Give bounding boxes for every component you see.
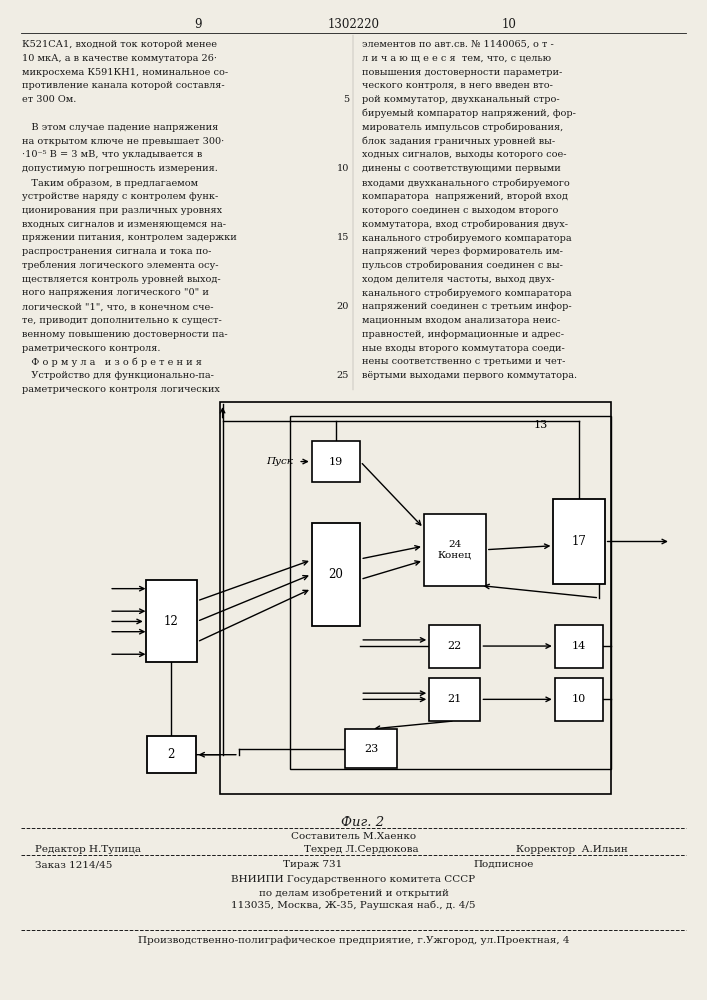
Text: 20: 20 bbox=[337, 302, 349, 311]
Text: л и ч а ю щ е е с я  тем, что, с целью: л и ч а ю щ е е с я тем, что, с целью bbox=[362, 54, 551, 63]
Text: противление канала которой составля-: противление канала которой составля- bbox=[22, 81, 225, 90]
Text: венному повышению достоверности па-: венному повышению достоверности па- bbox=[22, 330, 228, 339]
Text: по делам изобретений и открытий: по делам изобретений и открытий bbox=[259, 888, 448, 898]
Bar bbox=[346, 729, 397, 768]
Text: 12: 12 bbox=[164, 615, 179, 628]
Text: напряжений соединен с третьим инфор-: напряжений соединен с третьим инфор- bbox=[362, 302, 572, 311]
Text: 9: 9 bbox=[194, 18, 201, 31]
Text: 24
Конец: 24 Конец bbox=[438, 540, 472, 559]
Text: 20: 20 bbox=[329, 568, 344, 581]
Text: динены с соответствующими первыми: динены с соответствующими первыми bbox=[362, 164, 561, 173]
Bar bbox=[220, 402, 612, 794]
Text: Подписное: Подписное bbox=[474, 860, 534, 869]
Bar bbox=[555, 625, 603, 668]
Text: Производственно-полиграфическое предприятие, г.Ужгород, ул.Проектная, 4: Производственно-полиграфическое предприя… bbox=[138, 936, 569, 945]
Text: 10 мкА, а в качестве коммутатора 26·: 10 мкА, а в качестве коммутатора 26· bbox=[22, 54, 217, 63]
Bar bbox=[147, 736, 196, 773]
Text: Ф о р м у л а   и з о б р е т е н и я: Ф о р м у л а и з о б р е т е н и я bbox=[22, 357, 202, 367]
Text: Заказ 1214/45: Заказ 1214/45 bbox=[35, 860, 112, 869]
Text: 22: 22 bbox=[448, 641, 462, 651]
Text: блок задания граничных уровней вы-: блок задания граничных уровней вы- bbox=[362, 137, 555, 146]
Text: 13: 13 bbox=[534, 420, 549, 430]
Text: нены соответственно с третьими и чет-: нены соответственно с третьими и чет- bbox=[362, 357, 566, 366]
Text: 1302220: 1302220 bbox=[327, 18, 380, 31]
Text: мационным входом анализатора неис-: мационным входом анализатора неис- bbox=[362, 316, 560, 325]
Text: ного напряжения логического "0" и: ного напряжения логического "0" и bbox=[22, 288, 209, 297]
Text: устройстве наряду с контролем функ-: устройстве наряду с контролем функ- bbox=[22, 192, 218, 201]
Text: Тираж 731: Тираж 731 bbox=[283, 860, 342, 869]
Text: Фиг. 2: Фиг. 2 bbox=[341, 816, 385, 829]
Text: допустимую погрешность измерения.: допустимую погрешность измерения. bbox=[22, 164, 218, 173]
Text: 25: 25 bbox=[337, 371, 349, 380]
Text: 10: 10 bbox=[572, 694, 586, 704]
Text: пряжении питания, контролем задержки: пряжении питания, контролем задержки bbox=[22, 233, 237, 242]
Bar bbox=[146, 580, 197, 662]
Text: 21: 21 bbox=[448, 694, 462, 704]
Text: ходных сигналов, выходы которого сое-: ходных сигналов, выходы которого сое- bbox=[362, 150, 566, 159]
Text: 17: 17 bbox=[571, 535, 586, 548]
Bar bbox=[554, 499, 604, 584]
Text: 2: 2 bbox=[168, 748, 175, 761]
Text: входных сигналов и изменяющемся на-: входных сигналов и изменяющемся на- bbox=[22, 219, 226, 228]
Text: 14: 14 bbox=[572, 641, 586, 651]
Bar bbox=[290, 416, 612, 769]
Text: 10: 10 bbox=[501, 18, 517, 31]
Text: ционирования при различных уровнях: ционирования при различных уровнях bbox=[22, 206, 222, 215]
Text: распространения сигнала и тока по-: распространения сигнала и тока по- bbox=[22, 247, 211, 256]
Text: Корректор  А.Ильин: Корректор А.Ильин bbox=[516, 845, 628, 854]
Text: входами двухканального стробируемого: входами двухканального стробируемого bbox=[362, 178, 570, 188]
Text: ществляется контроль уровней выход-: ществляется контроль уровней выход- bbox=[22, 275, 221, 284]
Bar bbox=[312, 523, 361, 626]
Text: ет 300 Ом.: ет 300 Ом. bbox=[22, 95, 76, 104]
Text: те, приводит дополнительно к сущест-: те, приводит дополнительно к сущест- bbox=[22, 316, 222, 325]
Text: на открытом ключе не превышает 300·: на открытом ключе не превышает 300· bbox=[22, 137, 224, 146]
Text: пульсов стробирования соединен с вы-: пульсов стробирования соединен с вы- bbox=[362, 261, 563, 270]
Text: К521СА1, входной ток которой менее: К521СА1, входной ток которой менее bbox=[22, 40, 217, 49]
Text: 5: 5 bbox=[343, 95, 349, 104]
Bar bbox=[429, 678, 481, 721]
Text: ходом делителя частоты, выход двух-: ходом делителя частоты, выход двух- bbox=[362, 275, 554, 284]
Text: Техред Л.Сердюкова: Техред Л.Сердюкова bbox=[304, 845, 419, 854]
Text: напряжений через формирователь им-: напряжений через формирователь им- bbox=[362, 247, 563, 256]
Text: ные входы второго коммутатора соеди-: ные входы второго коммутатора соеди- bbox=[362, 344, 565, 353]
Text: 15: 15 bbox=[337, 233, 349, 242]
Text: повышения достоверности параметри-: повышения достоверности параметри- bbox=[362, 68, 562, 77]
Text: раметрического контроля.: раметрического контроля. bbox=[22, 344, 160, 353]
Text: ВНИИПИ Государственного комитета СССР: ВНИИПИ Государственного комитета СССР bbox=[231, 875, 476, 884]
Text: раметрического контроля логических: раметрического контроля логических bbox=[22, 385, 220, 394]
Text: элементов по авт.св. № 1140065, о т -: элементов по авт.св. № 1140065, о т - bbox=[362, 40, 554, 49]
Text: Устройство для функционально-па-: Устройство для функционально-па- bbox=[22, 371, 214, 380]
Bar bbox=[429, 625, 481, 668]
Text: 10: 10 bbox=[337, 164, 349, 173]
Text: коммутатора, вход стробирования двух-: коммутатора, вход стробирования двух- bbox=[362, 219, 568, 229]
Text: канального стробируемого компаратора: канального стробируемого компаратора bbox=[362, 233, 572, 243]
Text: ·10⁻⁵ В = 3 мВ, что укладывается в: ·10⁻⁵ В = 3 мВ, что укладывается в bbox=[22, 150, 202, 159]
Text: 113035, Москва, Ж-35, Раушская наб., д. 4/5: 113035, Москва, Ж-35, Раушская наб., д. … bbox=[231, 901, 476, 910]
Text: Составитель М.Хаенко: Составитель М.Хаенко bbox=[291, 832, 416, 841]
Text: рой коммутатор, двухканальный стро-: рой коммутатор, двухканальный стро- bbox=[362, 95, 560, 104]
Text: мирователь импульсов стробирования,: мирователь импульсов стробирования, bbox=[362, 123, 563, 132]
Text: которого соединен с выходом второго: которого соединен с выходом второго bbox=[362, 206, 559, 215]
Bar bbox=[312, 441, 361, 482]
Text: В этом случае падение напряжения: В этом случае падение напряжения bbox=[22, 123, 218, 132]
Text: требления логического элемента осу-: требления логического элемента осу- bbox=[22, 261, 218, 270]
Bar bbox=[555, 678, 603, 721]
Text: компаратора  напряжений, второй вход: компаратора напряжений, второй вход bbox=[362, 192, 568, 201]
Text: канального стробируемого компаратора: канального стробируемого компаратора bbox=[362, 288, 572, 298]
Text: Редактор Н.Тупица: Редактор Н.Тупица bbox=[35, 845, 141, 854]
Text: Таким образом, в предлагаемом: Таким образом, в предлагаемом bbox=[22, 178, 198, 188]
Text: логической "1", что, в конечном сче-: логической "1", что, в конечном сче- bbox=[22, 302, 214, 311]
Text: 19: 19 bbox=[329, 457, 343, 467]
Bar bbox=[423, 514, 486, 586]
Text: микросхема К591КН1, номинальное со-: микросхема К591КН1, номинальное со- bbox=[22, 68, 228, 77]
Text: бируемый компаратор напряжений, фор-: бируемый компаратор напряжений, фор- bbox=[362, 109, 576, 118]
Text: 23: 23 bbox=[364, 744, 378, 754]
Text: вёртыми выходами первого коммутатора.: вёртыми выходами первого коммутатора. bbox=[362, 371, 577, 380]
Text: правностей, информационные и адрес-: правностей, информационные и адрес- bbox=[362, 330, 564, 339]
Text: ческого контроля, в него введен вто-: ческого контроля, в него введен вто- bbox=[362, 81, 553, 90]
Text: Пуск: Пуск bbox=[266, 457, 293, 466]
